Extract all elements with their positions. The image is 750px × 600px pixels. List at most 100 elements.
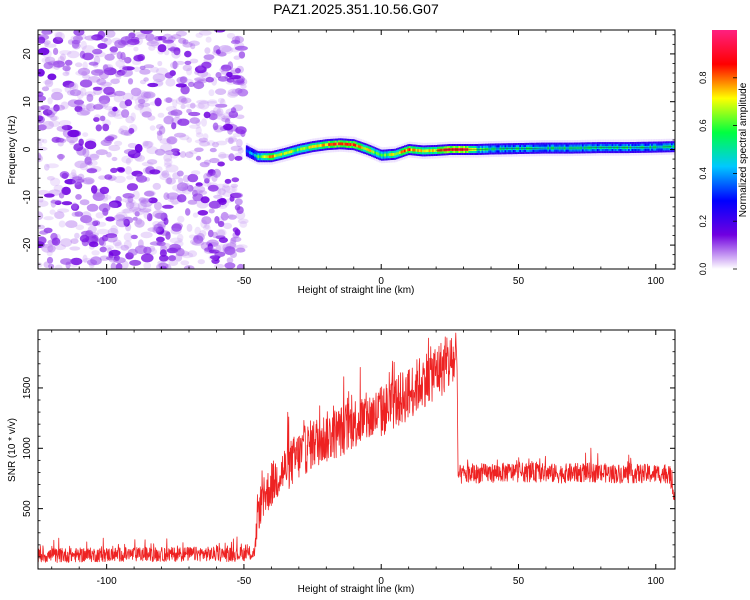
noise-blob [52, 60, 65, 68]
ridge-peak [423, 149, 427, 153]
ridge-peak [262, 155, 265, 159]
ridge-peak [395, 152, 399, 156]
noise-blob [69, 246, 81, 251]
noise-blob [123, 148, 137, 155]
noise-blob [217, 188, 226, 196]
noise-blob [108, 144, 121, 152]
noise-blob [133, 46, 139, 52]
noise-blob [213, 263, 225, 269]
noise-blob [72, 35, 83, 42]
noise-blob [204, 247, 211, 252]
noise-blob [53, 47, 59, 56]
noise-blob [189, 150, 198, 155]
noise-blob [172, 99, 178, 108]
noise-blob [163, 97, 174, 103]
noise-blob [134, 245, 148, 255]
noise-blob [157, 36, 167, 41]
noise-blob [140, 91, 152, 99]
noise-blob [47, 107, 58, 116]
snr-x-axis: -100 -50 0 50 100 [51, 330, 665, 587]
noise-blob [79, 234, 90, 243]
ridge-peak [306, 146, 310, 150]
noise-blob [104, 53, 115, 61]
noise-blob [53, 104, 60, 112]
noise-blob [230, 107, 237, 114]
noise-blob [187, 250, 198, 258]
noise-blob [175, 60, 185, 65]
noise-blob [62, 80, 75, 88]
noise-blob [221, 185, 231, 192]
noise-blob [99, 81, 112, 87]
noise-blob [61, 124, 73, 131]
ridge-peak [272, 154, 275, 158]
noise-blob [72, 176, 83, 181]
noise-blob [206, 172, 213, 177]
noise-blob [227, 88, 241, 97]
ridge-peak [361, 146, 364, 149]
ridge-peak [270, 155, 273, 159]
noise-blob [201, 118, 207, 127]
ridge-peak [672, 145, 675, 149]
noise-blob [198, 30, 212, 36]
noise-blob [125, 42, 136, 47]
noise-blob [91, 250, 100, 256]
noise-blob [176, 170, 184, 177]
noise-blob [48, 120, 60, 127]
ridge-peak [374, 151, 377, 155]
noise-blob [197, 210, 209, 216]
noise-blob [227, 61, 234, 71]
noise-blob [41, 244, 53, 248]
ridge-peak [282, 152, 285, 156]
noise-blob [208, 208, 215, 214]
noise-blob [138, 197, 152, 203]
noise-blob [138, 98, 146, 105]
noise-blob [234, 198, 243, 206]
ridge-peak [267, 155, 270, 159]
noise-blob [82, 177, 95, 185]
noise-blob [135, 217, 143, 225]
noise-blob [221, 115, 232, 120]
noise-blob [230, 237, 237, 244]
noise-blob [130, 234, 138, 240]
ridge-peak [400, 150, 404, 154]
noise-blob [58, 120, 72, 126]
noise-blob [207, 229, 214, 238]
ridge-peak [288, 150, 292, 154]
noise-blob [123, 232, 133, 242]
spectrogram-x-tick-label: 50 [513, 276, 525, 287]
noise-blob [206, 140, 216, 146]
noise-blob [81, 211, 92, 220]
noise-blob [133, 54, 144, 62]
noise-blob [167, 111, 179, 116]
noise-blob [166, 192, 180, 200]
noise-blob [141, 111, 152, 118]
noise-blob [38, 138, 45, 144]
noise-blob [197, 79, 208, 84]
noise-blob [154, 148, 166, 156]
ridge-peak [369, 149, 372, 152]
noise-blob [96, 78, 107, 86]
noise-blob [197, 259, 205, 265]
noise-blob [163, 217, 169, 225]
snr-line-series [38, 332, 675, 563]
noise-blob [134, 104, 144, 111]
noise-blob [167, 47, 181, 52]
noise-blob [103, 86, 115, 96]
noise-blob [217, 220, 225, 228]
noise-blob [174, 253, 183, 262]
noise-blob [222, 213, 234, 219]
noise-blob [108, 200, 122, 208]
noise-blob [70, 257, 83, 266]
noise-blob [156, 130, 163, 136]
noise-blob [203, 54, 215, 60]
noise-blob [127, 195, 134, 204]
ridge-peak [324, 143, 328, 147]
noise-blob [234, 204, 241, 211]
noise-blob [235, 247, 246, 253]
noise-blob [182, 64, 192, 72]
ridge-peak [338, 142, 341, 146]
noise-blob [152, 73, 166, 82]
noise-blob [137, 201, 147, 211]
ridge-peak [409, 148, 412, 151]
noise-blob [216, 108, 224, 117]
